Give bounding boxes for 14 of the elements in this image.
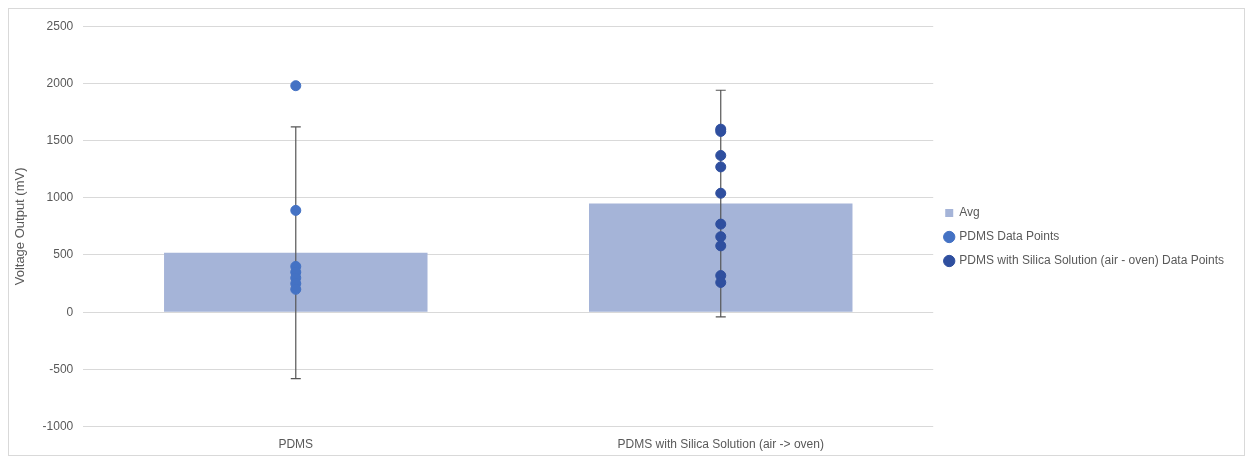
legend-label: Avg: [959, 205, 980, 220]
y-tick-label: 2000: [46, 75, 74, 90]
y-tick-label: 0: [66, 304, 74, 319]
y-tick-label: -1000: [42, 418, 74, 433]
legend-label: PDMS with Silica Solution (air - oven) Data Points: [959, 253, 1225, 268]
y-tick-label: 2500: [46, 18, 74, 33]
y-tick-label: -500: [49, 361, 74, 376]
y-tick-label: 1000: [46, 190, 74, 205]
y-tick-label: 1500: [46, 132, 74, 147]
legend-label: PDMS Data Points: [959, 229, 1060, 244]
y-axis-title: Voltage Output (mV): [12, 167, 28, 286]
x-tick-label: PDMS: [278, 437, 314, 452]
y-tick-label: 500: [53, 247, 74, 262]
x-tick-label: PDMS with Silica Solution (air -> oven): [617, 437, 824, 452]
